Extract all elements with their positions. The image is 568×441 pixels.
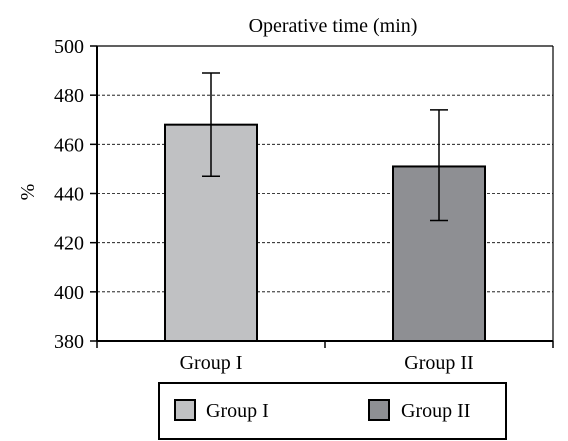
- y-tick-label: 400: [54, 282, 84, 304]
- y-tick-label: 460: [54, 134, 84, 156]
- x-tick-label: Group II: [404, 352, 473, 374]
- legend-label: Group II: [401, 400, 470, 422]
- legend-label: Group I: [206, 400, 269, 422]
- y-axis-label: %: [17, 184, 39, 201]
- legend: Group I Group II: [158, 382, 507, 440]
- y-tick-label: 480: [54, 85, 84, 107]
- y-tick-label: 500: [54, 36, 84, 58]
- error-bars: [202, 72, 448, 222]
- x-tick-label: Group I: [180, 352, 243, 374]
- y-tick-label: 440: [54, 184, 84, 206]
- y-tick-label: 420: [54, 233, 84, 255]
- bars: [164, 123, 486, 342]
- axes: 380 400 420 440 460 480 500 Group I Group II: [54, 36, 554, 374]
- y-tick-label: 380: [54, 331, 84, 353]
- legend-swatch: [174, 399, 196, 421]
- chart-title: Operative time (min): [249, 15, 418, 37]
- legend-box: [158, 382, 507, 440]
- legend-swatch: [368, 399, 390, 421]
